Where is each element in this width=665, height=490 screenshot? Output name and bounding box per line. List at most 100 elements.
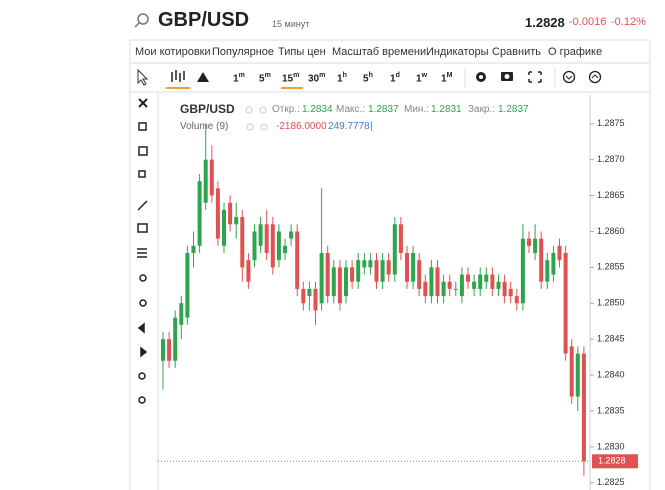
timeframe[interactable]: 30m [308,72,325,84]
candle-body [478,274,483,289]
timeframe[interactable]: 1m [233,72,245,84]
candle-body [240,217,245,268]
timeframe[interactable]: 1M [441,72,452,84]
separator: | [370,121,373,132]
y-tick-label: 1.2855 [597,262,625,272]
candle-body [411,253,416,282]
candle-body [167,339,172,361]
last-price-box [592,454,638,469]
legend-value: 1.2831 [431,104,462,115]
candle-body [325,253,330,297]
volume-label: Volume (9) [180,121,229,132]
timeframe-number: 5 [259,73,265,85]
candle-body [429,267,434,297]
candle-body [362,260,367,268]
candle-body [527,238,531,246]
timeframe[interactable]: 1h [337,72,347,84]
candle-body [405,253,409,282]
candle-body [520,238,525,304]
candle-body [337,267,342,304]
candle-body [569,346,574,397]
timeframe[interactable]: 5h [363,72,373,84]
legend-label: Мин.: [404,104,429,115]
candle-body [423,281,428,297]
candle-body [563,253,568,354]
candle-body [228,202,233,225]
menu-item[interactable]: Сравнить [492,46,542,58]
legend-label: Откр.: [272,104,300,115]
legend-value: 1.2837 [498,104,529,115]
candle-body [313,288,318,311]
timeframe-number: 1 [416,73,422,85]
y-tick-label: 1.2825 [597,477,625,487]
menu-item[interactable]: Типы цен [278,46,326,58]
candle-body [441,281,446,297]
candle-body [295,231,300,289]
candle-body [173,317,178,361]
timeframe[interactable]: 15m [282,72,299,84]
candle-body [417,260,422,289]
timeframe-unit: w [421,72,428,79]
timeframe-unit: h [368,72,373,79]
timeframe-unit: m [293,72,300,79]
timeframe-number: 1 [337,73,343,85]
candle-body [307,288,312,297]
candle-body [185,253,190,318]
candle-body [264,224,269,253]
volume-value: 249.7778 [328,121,370,132]
menu-item[interactable]: Мои котировки [135,46,211,58]
y-tick-label: 1.2875 [597,118,625,128]
candle-body [289,231,294,239]
candle-body [551,253,556,275]
volume-value: -2186.0000 [276,121,327,132]
candle-body [557,245,562,261]
chart: 1.2825 1.2830 1.2835 1.2840 1.2845 1.2850 1.28… [158,95,638,490]
candle-body [356,260,361,282]
timeframe[interactable]: 5m [259,72,271,84]
candle-body [575,353,580,397]
timeframe-unit: M [446,72,453,79]
change: -0.0016 [569,16,607,28]
last-price-label: 1.2828 [598,456,626,466]
y-tick-label: 1.2870 [597,154,625,164]
candle-body [222,209,226,246]
candle-body [496,281,501,289]
candle-body [368,260,373,268]
candle-body [203,159,208,203]
menu-item[interactable]: О графике [548,46,603,58]
candle-body [435,267,440,297]
candle-body [161,339,165,361]
candle-body [283,245,287,253]
candle-body [466,274,470,282]
candle-body [514,296,519,304]
candle-body [581,353,586,462]
candle-body [502,281,507,297]
timeframe[interactable]: 1d [390,72,400,84]
y-tick-label: 1.2865 [597,190,625,200]
timeframe-number: 5 [363,73,369,85]
candle-body [319,253,324,304]
price: 1.2828 [525,15,565,30]
timeframe-unit: d [395,72,400,79]
candle-body [539,238,544,282]
menu-item[interactable]: Индикаторы [426,46,489,58]
candle-body [258,224,263,246]
candle-body [508,288,513,297]
candle-body [301,288,306,304]
candle-body [545,260,550,282]
menu-item[interactable]: Популярное [212,46,275,58]
timeframe-unit: h [342,72,347,79]
menu-item[interactable]: Масштаб времени [332,46,427,58]
candle-body [179,303,184,325]
timeframe-number: 1 [390,73,396,85]
candle-body [191,245,196,253]
timeframe-number: 15 [282,73,294,85]
candle-body [453,288,458,290]
y-tick-label: 1.2830 [597,441,625,451]
symbol: GBP/USD [158,9,250,31]
candle-body [398,224,403,253]
timeframe-number: 1 [441,73,447,85]
timeframe[interactable]: 1w [416,72,427,84]
